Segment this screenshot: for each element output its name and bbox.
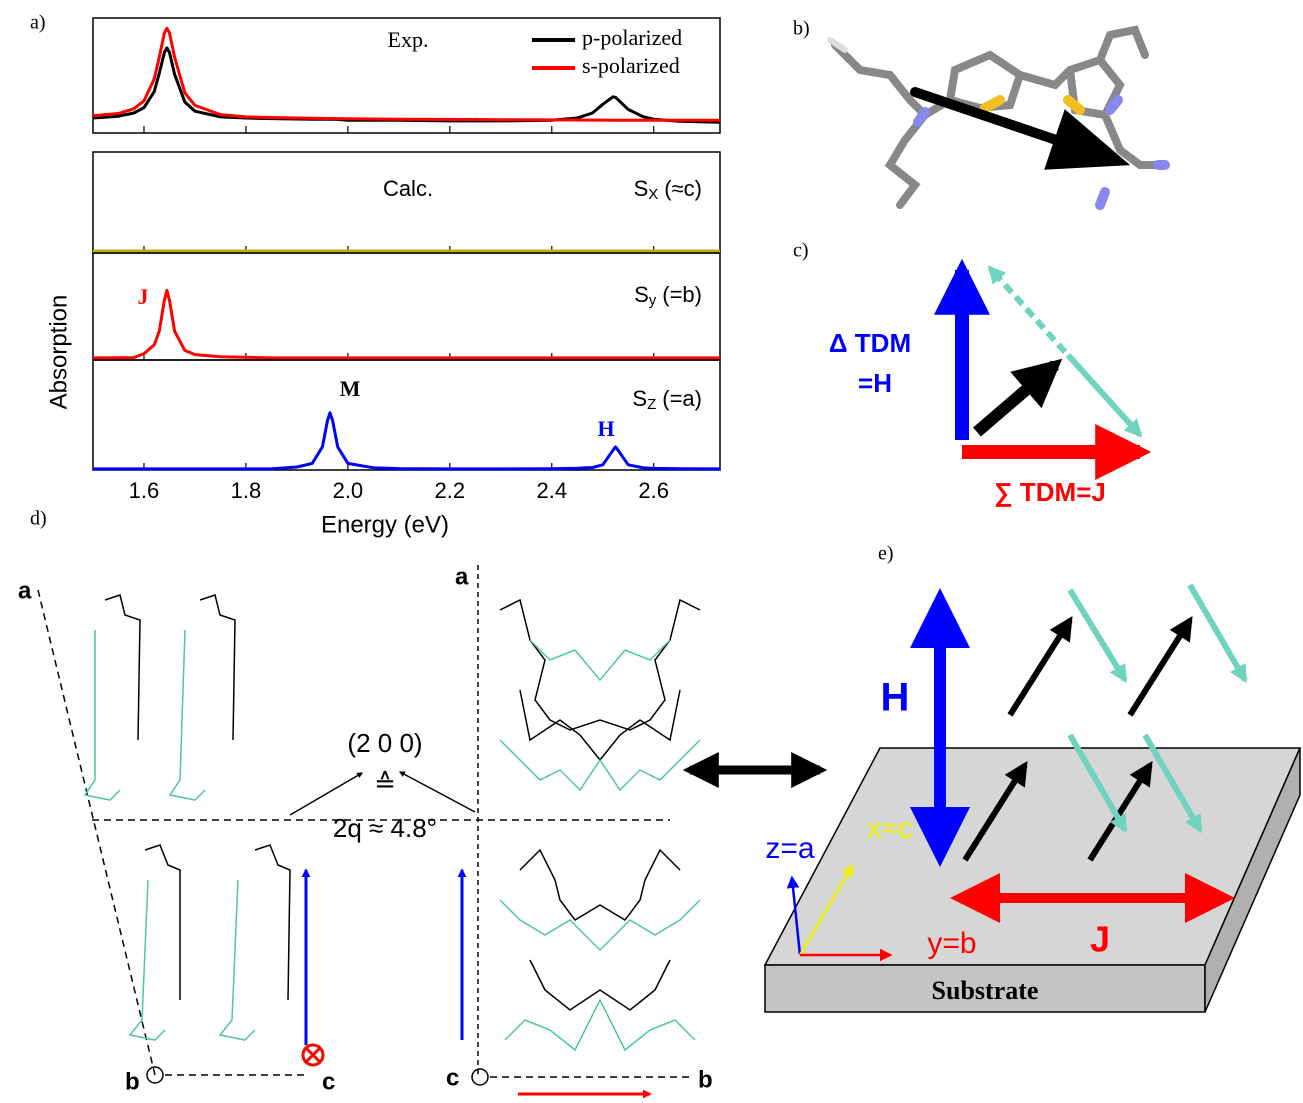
panel-label: a) bbox=[30, 12, 46, 34]
x-axis-label: Energy (eV) bbox=[321, 511, 449, 538]
line-series bbox=[92, 26, 720, 122]
corresponds: ≙ bbox=[374, 768, 396, 798]
substrate-label: Substrate bbox=[932, 976, 1039, 1005]
plot-frame bbox=[92, 151, 721, 254]
suffix: (=a) bbox=[662, 386, 702, 411]
y-axis-label: y=b bbox=[927, 927, 976, 960]
molecule bbox=[827, 25, 1170, 210]
x-axis-label: x≈c bbox=[867, 812, 913, 845]
y-axis-label: Absorption bbox=[45, 295, 72, 410]
annotation: Exp. bbox=[388, 27, 429, 52]
panel-label: d) bbox=[30, 508, 47, 530]
annotation: Calc. bbox=[383, 176, 433, 201]
panel-label: SX (≈c) bbox=[634, 176, 702, 203]
substrate-diagram bbox=[763, 583, 1302, 1013]
peak-label: M bbox=[340, 376, 361, 401]
axis-letter: a bbox=[455, 563, 469, 590]
legend-label: p-polarized bbox=[582, 25, 682, 50]
peak-label: J bbox=[138, 284, 149, 309]
panel-label: Sy (=b) bbox=[634, 282, 702, 309]
x-tick-label: 2.0 bbox=[333, 478, 364, 503]
axis-letter: b bbox=[698, 1066, 713, 1093]
symbol: S bbox=[634, 176, 649, 201]
plot-frame bbox=[92, 359, 721, 471]
equals-h: =H bbox=[858, 368, 892, 398]
reflection: (2 0 0) bbox=[347, 728, 422, 758]
unit-cell bbox=[37, 565, 828, 1099]
subscript: Z bbox=[647, 396, 656, 413]
axis-letter: a bbox=[18, 577, 32, 604]
panel-label: e) bbox=[878, 543, 894, 565]
suffix: (=b) bbox=[662, 282, 702, 307]
axis-letter: b bbox=[125, 1068, 140, 1095]
panel-label: b) bbox=[793, 18, 810, 40]
line-series bbox=[93, 411, 721, 471]
legend-label: s-polarized bbox=[582, 53, 680, 78]
j-label: J bbox=[1090, 919, 1110, 960]
x-tick-label: 2.4 bbox=[536, 478, 567, 503]
x-tick-label: 2.2 bbox=[435, 478, 466, 503]
x-tick-label: 1.8 bbox=[231, 478, 262, 503]
z-axis-label: z=a bbox=[765, 832, 815, 865]
subscript: y bbox=[649, 292, 657, 309]
panel-label: SZ (=a) bbox=[632, 386, 702, 413]
subscript: X bbox=[648, 186, 658, 203]
plot-frame bbox=[92, 252, 721, 361]
symbol: S bbox=[632, 386, 647, 411]
axis-letter: c bbox=[446, 1064, 459, 1091]
axis-letter: c bbox=[322, 1068, 335, 1095]
line-series bbox=[92, 288, 720, 360]
tdm-diagram bbox=[934, 258, 1152, 480]
delta-tdm: Δ TDM bbox=[829, 328, 911, 358]
panel-label: c) bbox=[793, 240, 809, 262]
suffix: (≈c) bbox=[664, 176, 702, 201]
plot-frame bbox=[92, 17, 721, 134]
x-tick-label: 2.6 bbox=[638, 478, 669, 503]
symbol: S bbox=[634, 282, 649, 307]
peak-label: H bbox=[597, 416, 614, 441]
x-tick-label: 1.6 bbox=[129, 478, 160, 503]
h-label: H bbox=[881, 676, 910, 720]
sum-tdm: ∑ TDM=J bbox=[994, 477, 1106, 507]
angle: 2q ≈ 4.8° bbox=[333, 813, 437, 843]
